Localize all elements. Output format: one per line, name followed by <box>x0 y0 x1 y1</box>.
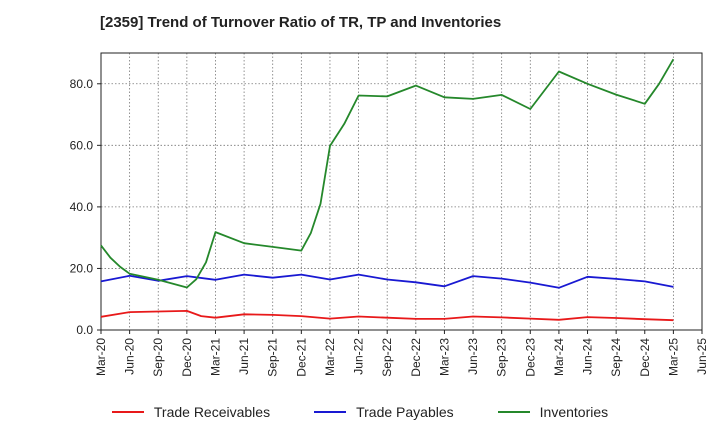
legend-label-trade-receivables: Trade Receivables <box>153 404 271 420</box>
x-tick-label: Dec-21 <box>294 338 308 377</box>
x-tick-label: Sep-23 <box>495 338 509 377</box>
x-tick-label: Mar-22 <box>323 338 337 376</box>
legend-swatch-trade-receivables <box>111 411 144 413</box>
x-tick-label: Mar-25 <box>666 338 680 376</box>
legend-swatch-trade-payables <box>314 411 347 413</box>
y-tick-label: 20.0 <box>70 261 94 275</box>
chart-title: [2359] Trend of Turnover Ratio of TR, TP… <box>100 14 502 31</box>
x-tick-label: Sep-24 <box>609 338 623 377</box>
series-line-trade-receivables <box>100 309 674 322</box>
legend-label-trade-payables: Trade Payables <box>356 404 454 420</box>
legend-label-inventories: Inventories <box>539 404 609 420</box>
x-tick-label: Jun-21 <box>237 338 251 375</box>
legend-swatch-inventories <box>497 411 530 413</box>
y-tick-label: 40.0 <box>70 200 94 214</box>
x-tick-label: Jun-25 <box>695 338 709 375</box>
y-tick-label: 60.0 <box>70 138 94 152</box>
legend-item-trade-receivables: Trade Receivables <box>111 404 271 420</box>
x-tick-label: Dec-20 <box>180 338 194 377</box>
x-tick-label: Sep-20 <box>151 338 165 377</box>
x-tick-label: Dec-22 <box>409 338 423 377</box>
x-tick-label: Jun-20 <box>123 338 137 375</box>
x-tick-label: Dec-24 <box>638 338 652 377</box>
x-tick-label: Jun-23 <box>466 338 480 375</box>
legend-item-trade-payables: Trade Payables <box>314 404 454 420</box>
x-tick-label: Mar-21 <box>208 338 222 376</box>
series-group <box>100 58 675 322</box>
x-axis: Mar-20 Jun-20 Sep-20 Dec-20 Mar-21 Jun-21 Sep-… <box>94 330 709 377</box>
series-line-inventories <box>100 58 675 289</box>
x-tick-label: Sep-21 <box>266 338 280 377</box>
x-tick-label: Mar-24 <box>552 338 566 376</box>
x-tick-label: Mar-23 <box>437 338 451 376</box>
x-tick-label: Sep-22 <box>380 338 394 377</box>
x-tick-label: Dec-23 <box>523 338 537 377</box>
y-tick-label: 0.0 <box>76 323 93 337</box>
plot-frame <box>100 52 703 331</box>
legend-item-inventories: Inventories <box>497 404 609 420</box>
grid <box>101 53 702 331</box>
y-tick-label: 80.0 <box>70 77 94 91</box>
y-axis: 0.0 20.0 40.0 60.0 80.0 <box>70 77 101 337</box>
x-tick-label: Jun-22 <box>352 338 366 375</box>
x-tick-label: Jun-24 <box>581 338 595 375</box>
legend: Trade Receivables Trade Payables Invento… <box>0 404 720 420</box>
x-tick-label: Mar-20 <box>94 338 108 376</box>
